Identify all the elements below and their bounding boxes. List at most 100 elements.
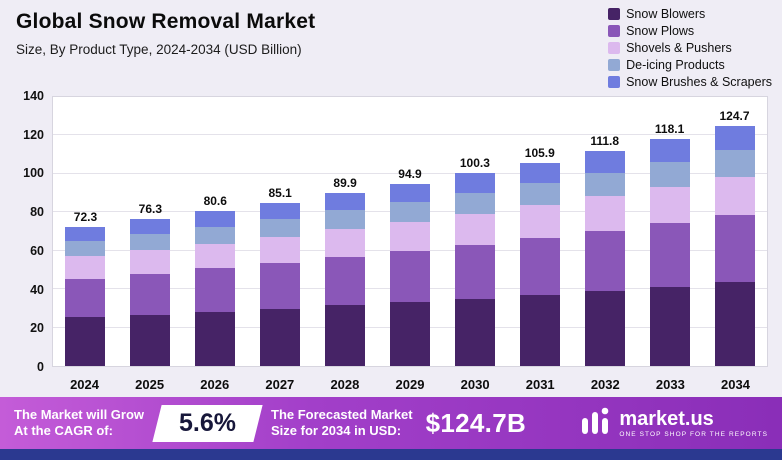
stacked-bar <box>130 219 171 366</box>
y-axis: 0 20 40 60 80 100 120 140 <box>12 89 48 374</box>
stacked-bar <box>584 151 625 366</box>
y-tick-label: 0 <box>37 360 44 374</box>
bar-segment <box>454 173 495 193</box>
bar-segment <box>130 250 171 274</box>
cagr-label-line1: The Market will Grow <box>14 406 145 422</box>
bar-segment <box>649 186 690 224</box>
legend-swatch <box>608 42 621 54</box>
bar-segment <box>714 176 755 216</box>
bars-container: 72.3 76.3 80.6 85.1 89.9 94.9 100.3 105.9 111.8 1… <box>53 97 767 366</box>
bar-segment <box>584 151 625 173</box>
legend-swatch <box>608 8 621 20</box>
bar-segment <box>454 213 495 245</box>
y-tick-label: 20 <box>30 321 44 336</box>
bar-segment <box>325 210 366 230</box>
cagr-value-text: 5.6% <box>179 408 237 437</box>
legend-item: Snow Plows <box>608 24 772 38</box>
brand-name: market.us <box>619 407 714 430</box>
bar-column: 124.7 <box>702 97 767 366</box>
bar-column: 118.1 <box>637 97 702 366</box>
x-tick-label: 2031 <box>525 376 555 392</box>
stacked-bar <box>714 126 755 366</box>
bar-segment <box>195 211 236 227</box>
bar-segment <box>584 196 625 231</box>
bar-segment <box>714 126 755 151</box>
bar-segment <box>519 294 560 366</box>
bar-segment <box>649 223 690 287</box>
marketus-brand: market.us ONE STOP SHOP FOR THE REPORTS <box>581 407 768 440</box>
x-tick-label: 2024 <box>70 376 99 392</box>
legend-label: Shovels & Pushers <box>626 41 732 55</box>
bar-segment <box>65 278 106 318</box>
bar-segment <box>260 263 301 309</box>
bar-segment <box>260 308 301 366</box>
x-tick-label: 2029 <box>395 376 425 392</box>
bar-segment <box>584 290 625 366</box>
bar-segment <box>325 305 366 366</box>
brand-tagline: ONE STOP SHOP FOR THE REPORTS <box>619 430 768 438</box>
bar-column: 85.1 <box>248 97 313 366</box>
x-tick-label: 2027 <box>265 376 295 392</box>
bar-value-label: 76.3 <box>138 202 163 217</box>
y-tick-label: 120 <box>23 127 44 142</box>
bar-segment <box>65 256 106 279</box>
gridline <box>53 134 767 136</box>
bar-segment <box>584 172 625 197</box>
y-tick-label: 100 <box>23 166 44 181</box>
stacked-bar <box>649 139 690 366</box>
brand-text: market.us ONE STOP SHOP FOR THE REPORTS <box>619 409 768 438</box>
x-axis-labels: 2024 2025 2026 2027 2028 2029 2030 2031 2032 2033… <box>52 371 768 397</box>
legend-swatch <box>608 59 621 71</box>
bar-segment <box>519 162 560 183</box>
x-tick-label: 2025 <box>135 376 165 392</box>
x-tick-label: 2033 <box>655 376 685 392</box>
bar-segment <box>65 317 106 366</box>
bar-segment <box>130 273 171 315</box>
cagr-label-line2: At the CAGR of: <box>14 423 113 438</box>
bar-segment <box>519 205 560 238</box>
bar-segment <box>584 230 625 291</box>
bar-segment <box>649 139 690 162</box>
cagr-label: The Market will Grow At the CAGR of: <box>14 407 144 440</box>
bar-value-label: 94.9 <box>398 166 422 181</box>
forecast-label-line1: The Forecasted Market <box>271 406 413 422</box>
stacked-bar <box>195 211 236 366</box>
bar-column: 76.3 <box>118 97 183 366</box>
legend-label: Snow Blowers <box>626 7 706 21</box>
bar-segment <box>519 182 560 206</box>
legend-swatch <box>608 76 621 88</box>
bar-value-label: 100.3 <box>459 156 490 171</box>
stacked-bar-chart: 0 20 40 60 80 100 120 140 72.3 76.3 80.6 85.1 89.9 9… <box>12 84 772 397</box>
bar-segment <box>130 234 171 251</box>
page-subtitle: Size, By Product Type, 2024-2034 (USD Bi… <box>16 42 302 57</box>
bar-value-label: 105.9 <box>524 145 555 160</box>
legend-label: Snow Brushes & Scrapers <box>626 75 772 89</box>
y-tick-label: 40 <box>30 282 44 297</box>
bar-value-label: 124.7 <box>719 109 750 124</box>
bar-segment <box>649 161 690 187</box>
legend: Snow Blowers Snow Plows Shovels & Pushers D… <box>608 7 772 89</box>
legend-swatch <box>608 25 621 37</box>
bar-segment <box>65 240 106 257</box>
forecast-value: $124.7B <box>425 407 527 438</box>
bar-segment <box>519 237 560 295</box>
bar-segment <box>454 244 495 299</box>
bar-value-label: 85.1 <box>268 185 292 200</box>
legend-item: Shovels & Pushers <box>608 41 772 55</box>
bar-column: 89.9 <box>313 97 378 366</box>
stacked-bar <box>260 202 301 367</box>
bar-segment <box>260 236 301 264</box>
y-tick-label: 80 <box>30 205 44 220</box>
bar-segment <box>260 202 301 219</box>
bar-column: 100.3 <box>442 97 507 366</box>
bar-value-label: 72.3 <box>73 210 98 225</box>
stacked-bar <box>454 173 495 366</box>
stacked-bar <box>65 227 106 366</box>
forecast-label: The Forecasted Market Size for 2034 in U… <box>271 407 413 440</box>
bar-segment <box>195 268 236 312</box>
bar-segment <box>195 226 236 244</box>
bar-segment <box>325 229 366 258</box>
bar-segment <box>195 243 236 269</box>
bar-segment <box>130 219 171 235</box>
bar-column: 94.9 <box>378 97 443 366</box>
